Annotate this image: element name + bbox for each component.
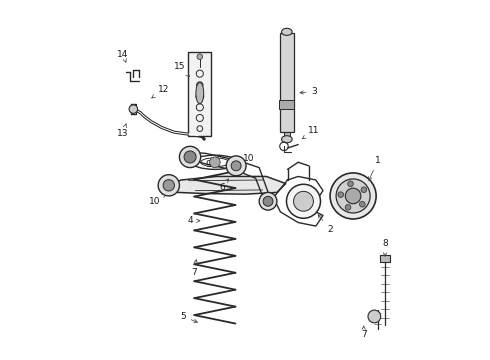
Circle shape: [259, 192, 277, 210]
Polygon shape: [169, 176, 286, 194]
Text: 13: 13: [117, 124, 128, 139]
Bar: [188, 53, 211, 136]
Circle shape: [338, 192, 343, 198]
Ellipse shape: [282, 28, 292, 35]
Circle shape: [345, 188, 361, 204]
Text: 7: 7: [361, 326, 367, 339]
Text: 9: 9: [205, 159, 214, 168]
Text: 8: 8: [382, 239, 388, 256]
Text: 12: 12: [152, 85, 169, 98]
Ellipse shape: [196, 82, 204, 104]
Text: 11: 11: [302, 126, 320, 139]
Text: 10: 10: [242, 154, 254, 167]
Circle shape: [360, 201, 365, 207]
Circle shape: [336, 179, 370, 213]
Text: 2: 2: [318, 215, 333, 234]
Bar: [284, 84, 290, 139]
Ellipse shape: [282, 136, 292, 143]
Circle shape: [129, 105, 138, 113]
Circle shape: [179, 146, 201, 168]
Text: 3: 3: [300, 87, 317, 96]
Circle shape: [368, 310, 381, 323]
Text: 7: 7: [191, 260, 197, 276]
Text: 10: 10: [149, 194, 166, 206]
Circle shape: [197, 54, 203, 59]
Circle shape: [163, 180, 174, 191]
Circle shape: [345, 204, 351, 210]
Circle shape: [231, 161, 241, 171]
Bar: [280, 33, 294, 132]
Circle shape: [158, 175, 179, 196]
Circle shape: [287, 184, 320, 218]
Circle shape: [184, 151, 196, 163]
Text: 1: 1: [368, 156, 381, 180]
Text: 5: 5: [180, 312, 197, 323]
Text: 4: 4: [187, 216, 200, 225]
Circle shape: [294, 192, 314, 211]
Circle shape: [348, 181, 353, 186]
Text: 15: 15: [173, 62, 190, 77]
Text: 6: 6: [219, 179, 228, 192]
Circle shape: [330, 173, 376, 219]
Text: 14: 14: [117, 50, 128, 62]
Circle shape: [263, 196, 273, 206]
Circle shape: [210, 157, 220, 168]
Bar: [380, 255, 390, 261]
Circle shape: [361, 187, 367, 193]
Bar: [279, 100, 294, 109]
Circle shape: [226, 156, 246, 176]
